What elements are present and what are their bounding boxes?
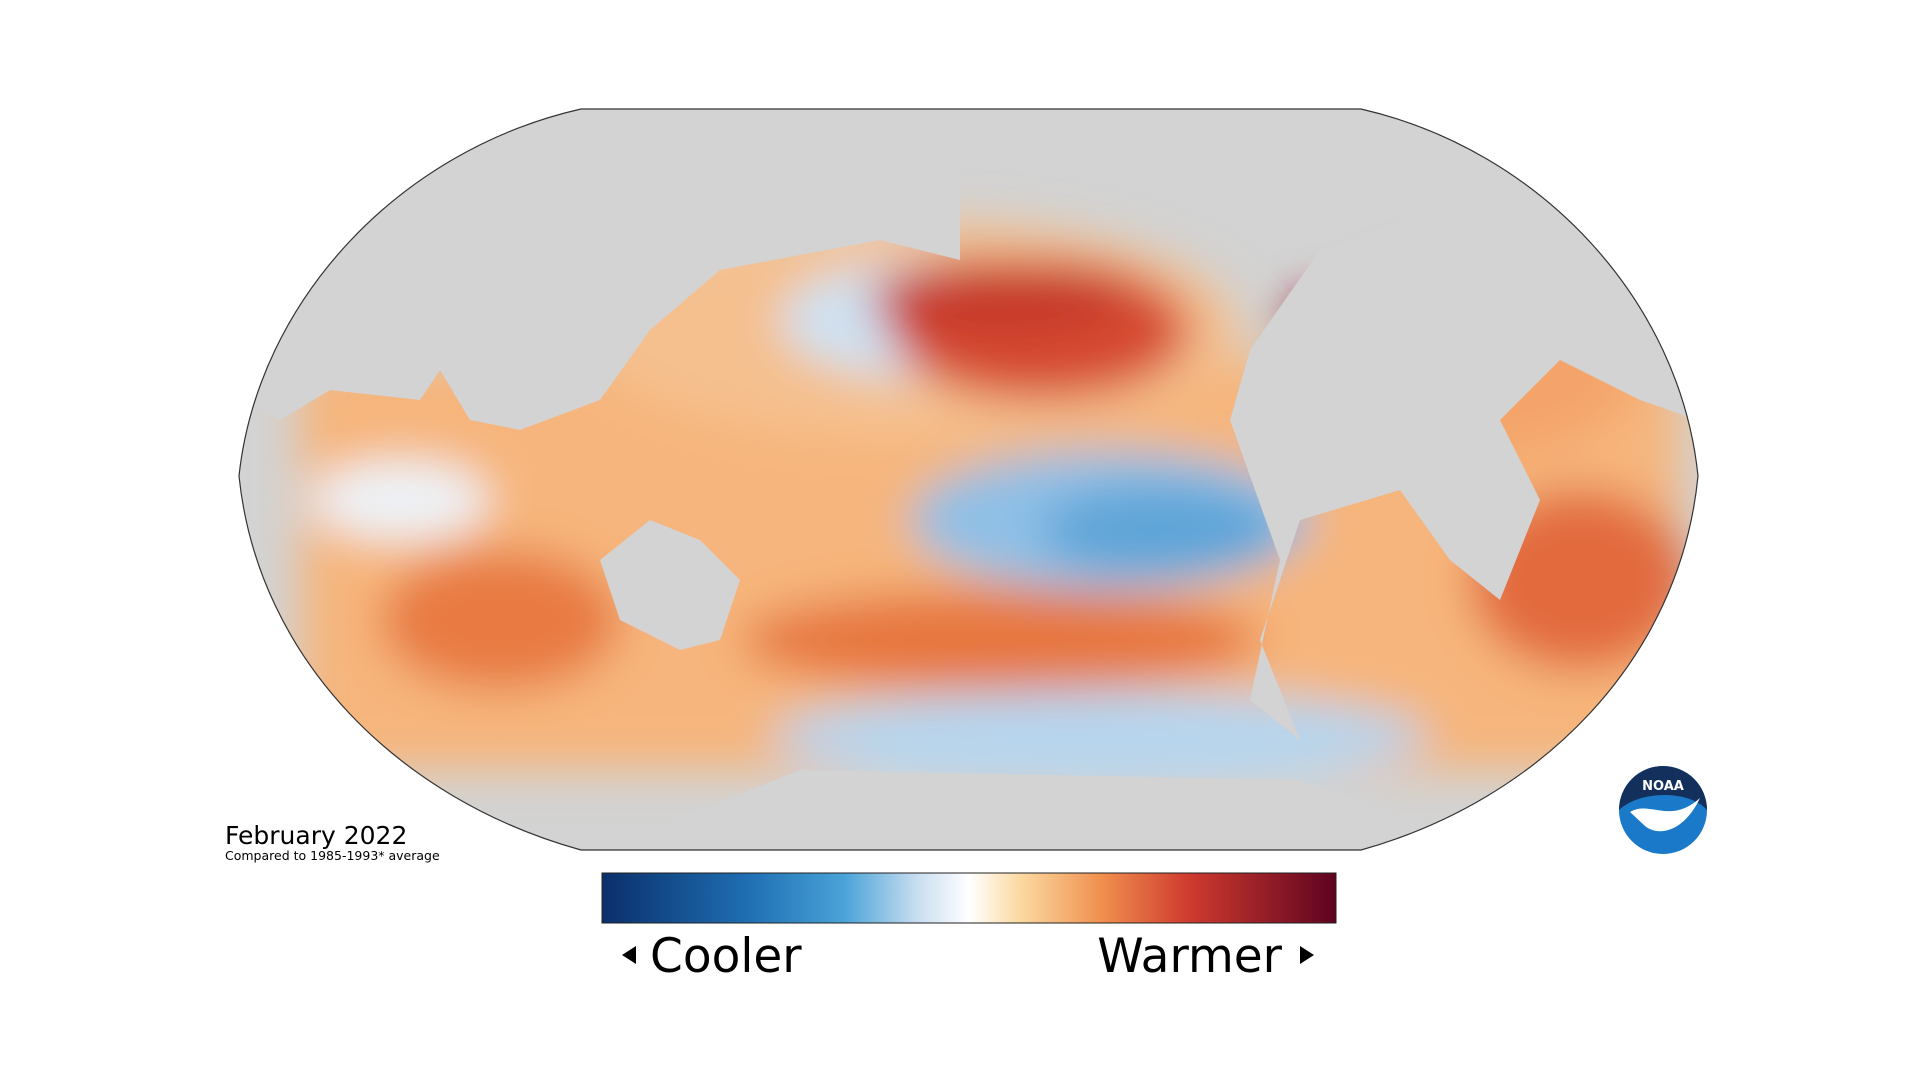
- date-label: February 2022: [225, 821, 407, 850]
- left-arrow: [622, 946, 636, 964]
- map-outline: [238, 108, 1699, 851]
- logo-text: NOAA: [1642, 779, 1684, 794]
- right-arrow: [1300, 946, 1314, 964]
- baseline-note: Compared to 1985-1993* average: [225, 848, 440, 863]
- noaa-logo: NOAA: [1619, 766, 1707, 854]
- legend-low-label: Cooler: [650, 929, 802, 984]
- color-scale: [601, 872, 1337, 924]
- legend-high-label: Warmer: [1097, 929, 1282, 984]
- map: [239, 109, 1698, 850]
- land: [239, 109, 1698, 850]
